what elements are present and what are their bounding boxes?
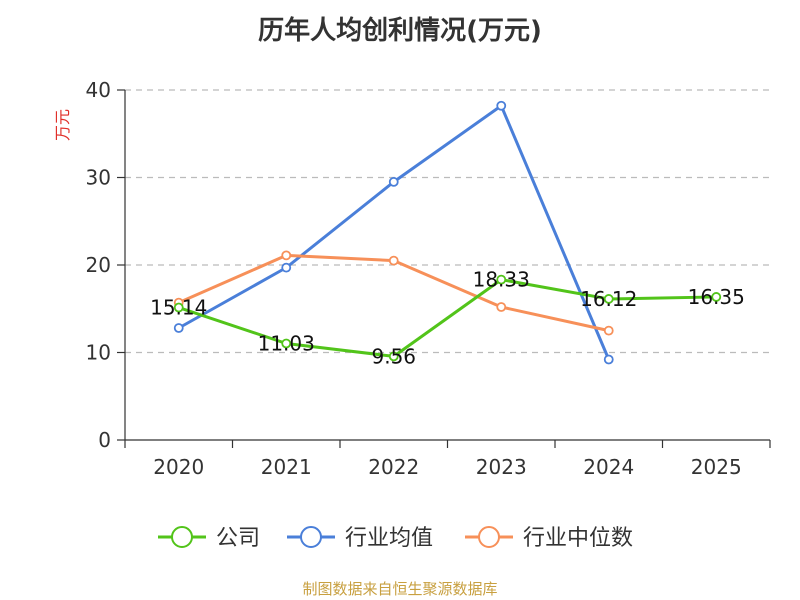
data-label-2020: 15.14 — [150, 296, 207, 320]
data-point-s2-2024 — [603, 325, 614, 336]
y-tick-label-0: 0 — [98, 428, 111, 452]
legend-item-2[interactable]: 行业中位数 — [465, 526, 633, 551]
data-point-s1-2021 — [281, 262, 292, 273]
data-point-s1-2022 — [388, 176, 399, 187]
data-point-s2-2022 — [388, 255, 399, 266]
series-line-0 — [178, 278, 717, 358]
chart-title: 历年人均创利情况(万元) — [258, 16, 542, 46]
x-tick-label-2023: 2023 — [476, 455, 527, 479]
data-point-s1-2024 — [603, 354, 614, 365]
legend-label-2: 行业中位数 — [523, 526, 633, 551]
y-axis-label: 万元 — [53, 109, 72, 141]
source-footer: 制图数据来自恒生聚源数据库 — [302, 580, 498, 598]
y-tick-label-10: 10 — [86, 341, 111, 365]
legend-item-0[interactable]: 公司 — [158, 526, 260, 551]
x-tick-label-2024: 2024 — [583, 455, 634, 479]
legend-label-0: 公司 — [216, 526, 260, 551]
data-labels: 15.14 11.03 9.56 18.33 16.12 16.35 — [150, 268, 745, 369]
legend-item-1[interactable]: 行业均值 — [287, 526, 433, 551]
data-label-2024: 16.12 — [580, 287, 637, 311]
data-point-s2-2023 — [496, 302, 507, 312]
y-tick-label-40: 40 — [86, 78, 111, 102]
data-label-2023: 18.33 — [473, 268, 530, 292]
data-point-s1-2023 — [496, 100, 507, 111]
legend-marker-1 — [300, 526, 322, 548]
legend-label-1: 行业均值 — [345, 526, 433, 551]
series-lines — [173, 100, 722, 365]
legend: 公司 行业均值 行业中位数 — [158, 526, 633, 551]
y-tick-label-20: 20 — [86, 253, 111, 277]
grid-lines — [125, 89, 770, 354]
data-point-s0-2020 — [173, 302, 184, 313]
x-tick-label-2020: 2020 — [153, 455, 204, 479]
data-point-s0-2021 — [281, 338, 292, 349]
y-tick-label-30: 30 — [86, 166, 111, 190]
data-label-2022: 9.56 — [371, 344, 416, 368]
data-point-s0-2024 — [603, 294, 614, 304]
data-point-s0-2023 — [496, 274, 507, 285]
data-point-s0-2025 — [711, 292, 722, 302]
data-point-s2-2021 — [281, 250, 292, 261]
legend-marker-0 — [171, 526, 193, 548]
x-tick-label-2022: 2022 — [368, 455, 419, 479]
data-point-s0-2022 — [388, 351, 399, 362]
legend-marker-2 — [478, 526, 500, 548]
axes: 0 10 20 30 40 2020 2021 2022 2023 2024 2025 — [86, 78, 771, 479]
series-line-1 — [178, 104, 611, 361]
data-label-2021: 11.03 — [258, 331, 315, 355]
x-tick-label-2021: 2021 — [261, 455, 312, 479]
data-point-s1-2020 — [173, 323, 184, 333]
data-label-2025: 16.35 — [688, 285, 745, 309]
x-tick-label-2025: 2025 — [691, 455, 742, 479]
